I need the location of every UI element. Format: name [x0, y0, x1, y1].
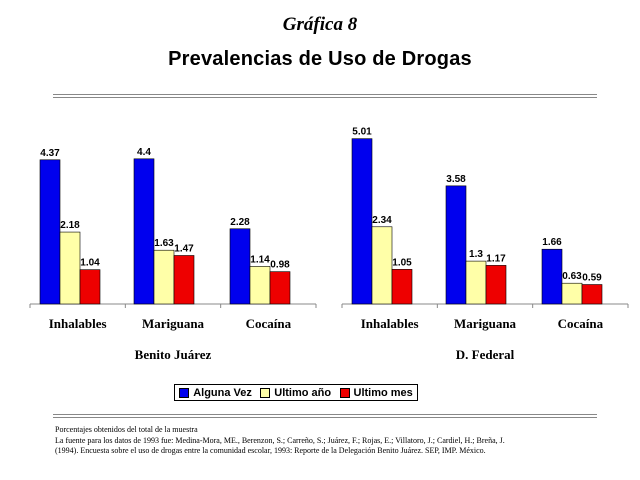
figure-label: Gráfica 8: [282, 14, 358, 35]
data-label: 1.04: [80, 258, 100, 269]
bar: [133, 158, 155, 305]
bar: [59, 231, 81, 305]
legend-label: Ultimo año: [274, 386, 332, 399]
data-label: 0.98: [270, 260, 290, 271]
footnote-line: (1994). Encuesta sobre el uso de drogas …: [55, 446, 486, 455]
bar: [39, 159, 61, 305]
legend-item-ultimo-mes: Ultimo mes: [339, 386, 413, 399]
footnotes: Porcentajes obtenidos del total de la mu…: [55, 425, 615, 457]
legend-item-alguna-vez: Alguna Vez: [179, 387, 252, 399]
bar: [485, 265, 507, 305]
footnote-line: La fuente para los datos de 1993 fue: Me…: [55, 435, 505, 445]
bar: [153, 249, 175, 305]
bar: [269, 271, 291, 305]
bar: [249, 266, 271, 305]
data-label: 4.37: [40, 148, 60, 159]
bar: [561, 282, 583, 305]
divider-top: [53, 94, 597, 95]
panel-label: D. Federal: [456, 347, 515, 362]
bar: [391, 269, 413, 305]
bar: [465, 260, 487, 305]
bar: [173, 255, 195, 305]
divider-bottom: [53, 414, 597, 415]
divider-top: [53, 97, 597, 98]
legend-swatch: [179, 387, 190, 398]
bar: [79, 269, 101, 305]
data-label: 2.34: [372, 215, 392, 226]
bar-charts: 4.37 2.18 1.04 Inhalables 4.4 1.63 1.47 Marigua…: [29, 127, 629, 362]
data-label: 4.4: [137, 147, 151, 158]
divider-bottom: [53, 417, 597, 418]
data-label: 1.05: [392, 257, 412, 268]
category-label: Mariguana: [142, 316, 205, 331]
legend-item-ultimo-ano: Ultimo año: [260, 387, 331, 399]
data-label: 2.28: [230, 217, 250, 228]
data-label: 1.47: [174, 243, 194, 254]
data-label: 0.59: [582, 273, 602, 284]
category-label: Inhalables: [49, 316, 107, 331]
data-label: 1.14: [250, 254, 270, 265]
bar: [229, 228, 251, 305]
data-label: 1.63: [154, 238, 174, 249]
data-label: 0.63: [562, 271, 582, 282]
legend-swatch: [339, 387, 350, 398]
category-label: Cocaína: [558, 316, 604, 331]
category-label: Cocaína: [246, 316, 292, 331]
legend-swatch: [260, 387, 271, 398]
data-label: 1.66: [542, 237, 562, 248]
category-label: Inhalables: [361, 316, 419, 331]
data-label: 1.17: [486, 253, 506, 264]
chart-title: Prevalencias de Uso de Drogas: [168, 48, 472, 70]
legend-label: Ultimo mes: [353, 386, 413, 399]
data-label: 2.18: [60, 220, 80, 231]
bar: [371, 226, 393, 305]
bar: [445, 185, 467, 305]
legend-label: Alguna Vez: [193, 386, 252, 399]
data-label: 5.01: [352, 127, 372, 138]
footnote-line: Porcentajes obtenidos del total de la mu…: [55, 425, 198, 434]
bar: [541, 248, 563, 305]
data-label: 1.3: [469, 249, 483, 260]
bar: [351, 138, 373, 305]
category-label: Mariguana: [454, 316, 517, 331]
data-label: 3.58: [446, 174, 466, 185]
panel-label: Benito Juárez: [135, 347, 212, 362]
legend: Alguna Vez Ultimo año Ultimo mes: [174, 384, 418, 401]
bar: [581, 284, 603, 305]
